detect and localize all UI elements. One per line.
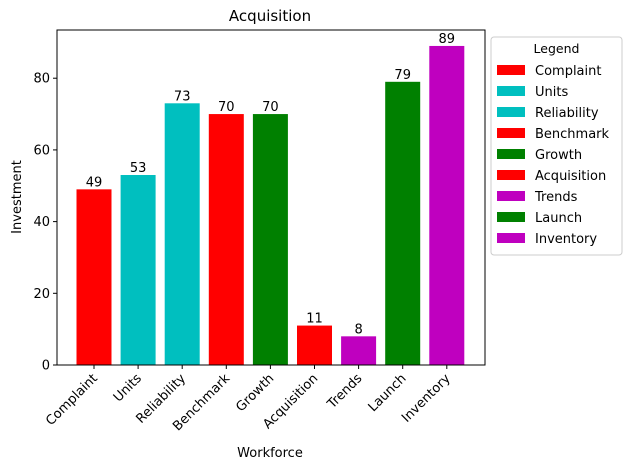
bar-growth [252,114,288,366]
legend-entry-label: Benchmark [535,127,610,142]
plot-frame [56,29,486,366]
bar-launch [385,81,421,366]
plot-area: 49 53 73 70 70 11 8 79 89 [76,32,465,366]
legend-swatch [497,212,525,222]
legend-entry-label: Acquisition [535,169,606,184]
bar-value-label: 73 [174,89,191,104]
y-tick-label: 40 [33,215,50,230]
legend-entry-label: Launch [535,211,582,226]
legend: Legend Complaint Units Reliability Benchmark… [490,36,623,256]
bar-reliability [164,103,200,365]
y-tick-label: 0 [42,359,50,374]
bar-value-label: 70 [218,100,235,115]
bar-acquisition [297,325,332,365]
legend-entry-label: Complaint [535,64,601,79]
y-tick-label: 80 [33,72,50,87]
bar-inventory [429,45,465,365]
bar-value-label: 79 [394,68,411,83]
bar-trends [341,336,377,365]
y-tick-label: 60 [33,143,50,158]
legend-swatch [497,149,525,159]
x-axis-label: Workforce [237,446,303,461]
legend-swatch [497,233,525,243]
bar-units [120,175,156,365]
bar-value-label: 11 [306,312,323,327]
legend-swatch [497,191,525,201]
legend-entry-label: Growth [535,148,582,163]
chart-title: Acquisition [229,7,311,25]
bar-value-label: 49 [86,175,103,190]
legend-swatch [497,128,525,138]
bar-value-label: 8 [354,322,362,337]
y-axis-label: Investment [10,160,25,234]
legend-swatch [497,86,525,96]
y-tick-label: 20 [33,287,50,302]
legend-swatch [497,107,525,117]
legend-entry-label: Reliability [535,106,599,121]
bar-value-label: 70 [262,100,279,115]
legend-swatch [497,65,525,75]
legend-entry-label: Inventory [535,232,597,247]
legend-swatch [497,170,525,180]
legend-entry-label: Trends [534,190,578,205]
bar-benchmark [208,114,244,366]
bar-value-label: 89 [439,32,456,47]
bar-complaint [76,189,112,365]
bar-value-label: 53 [130,161,147,176]
legend-title: Legend [534,41,580,56]
legend-entry-label: Units [535,85,568,100]
